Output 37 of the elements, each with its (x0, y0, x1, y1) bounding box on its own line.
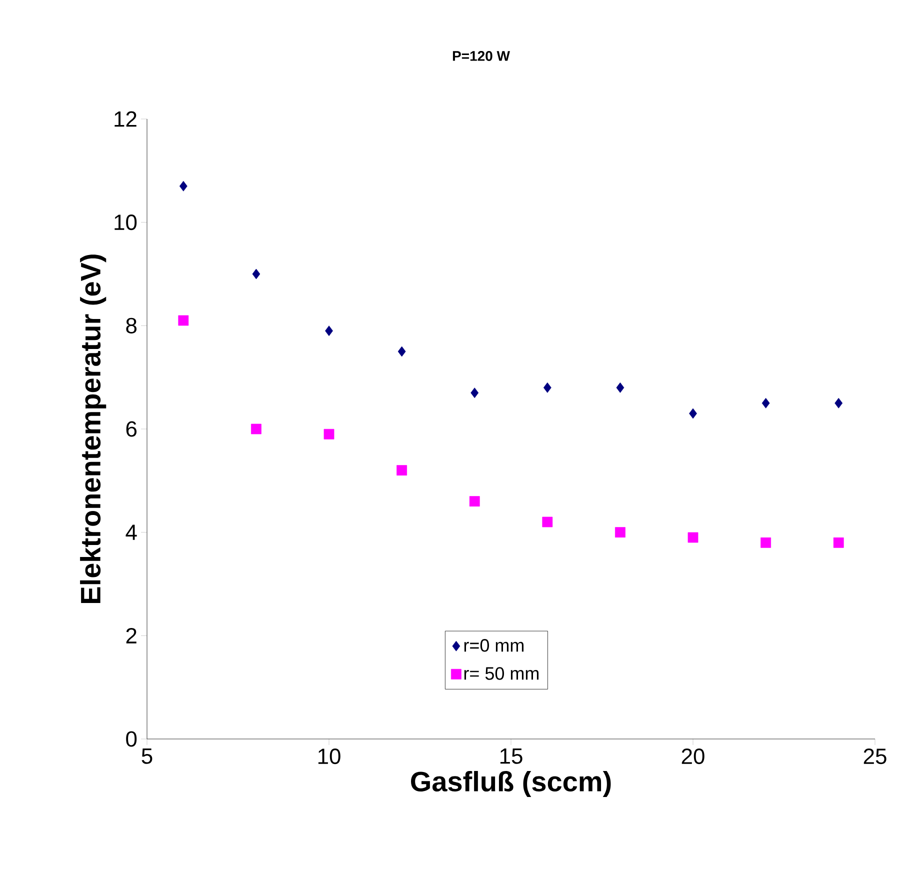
point (543, 382, 552, 393)
x-tick-label: 10 (318, 748, 340, 764)
legend-label: r= 50 mm (464, 667, 539, 680)
y-axis-title: Elektronentemperatur (eV) (80, 254, 106, 603)
point (542, 516, 553, 528)
point (251, 424, 262, 434)
y-tick-label: 4 (126, 524, 137, 540)
point (396, 465, 408, 476)
y-tick-label: 12 (114, 111, 136, 127)
point (470, 388, 479, 398)
point (615, 527, 626, 538)
y-tick-label: 2 (126, 628, 136, 644)
x-tick-label: 15 (500, 748, 522, 764)
point (616, 382, 624, 393)
point (760, 537, 772, 548)
point (834, 398, 843, 408)
y-tick-label: 10 (114, 214, 137, 230)
point (762, 398, 770, 408)
point (689, 408, 697, 419)
point (469, 496, 480, 507)
x-tick-label: 5 (142, 748, 152, 764)
legend-label: r=0 mm (464, 639, 524, 652)
x-tick-label: 20 (682, 748, 704, 764)
y-tick-label: 0 (126, 731, 137, 747)
y-tick-label: 6 (126, 421, 137, 437)
point (179, 180, 188, 192)
point (252, 268, 260, 280)
x-tick-label: 25 (864, 748, 886, 764)
chart-title: P=120 W (452, 51, 510, 61)
point (833, 537, 844, 548)
y-tick-label: 8 (126, 318, 137, 334)
point (178, 315, 189, 326)
point (325, 326, 333, 336)
point (688, 532, 698, 543)
point (398, 346, 406, 357)
point (324, 428, 334, 440)
x-axis-title: Gasfluß (sccm) (411, 770, 611, 798)
